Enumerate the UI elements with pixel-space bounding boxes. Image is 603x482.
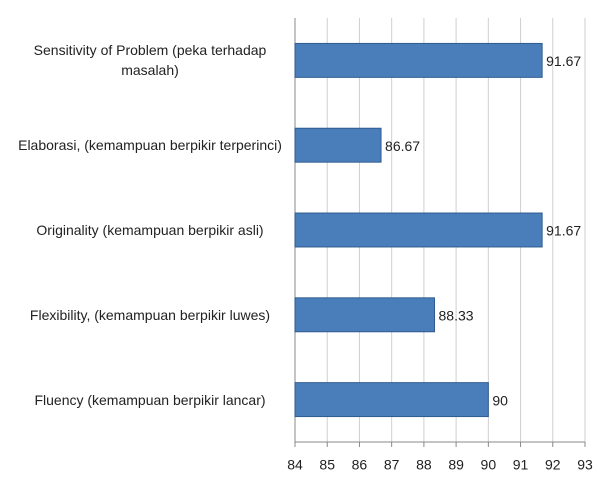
x-tick-label: 89 <box>448 457 464 473</box>
x-tick-label: 93 <box>577 457 593 473</box>
x-tick-label: 91 <box>513 457 529 473</box>
value-label: 91.67 <box>546 223 581 239</box>
y-tick-label: Originality (kemampuan berpikir asli) <box>36 222 264 238</box>
bar <box>294 297 436 333</box>
value-label: 90 <box>492 392 508 408</box>
bar <box>294 127 382 163</box>
bar <box>294 212 543 248</box>
x-tick-label: 90 <box>481 457 497 473</box>
bar <box>294 42 543 78</box>
value-label: 88.33 <box>439 308 474 324</box>
x-tick-label: 85 <box>319 457 335 473</box>
x-tick-label: 87 <box>384 457 400 473</box>
y-tick-label: Flexibility, (kemampuan berpikir luwes) <box>29 306 271 323</box>
bar <box>294 382 489 418</box>
x-tick-label: 92 <box>545 457 561 473</box>
y-tick-label: Elaborasi, (kemampuan berpikir terperinc… <box>18 137 282 154</box>
value-label: 91.67 <box>546 53 581 69</box>
x-tick-label: 86 <box>352 457 368 473</box>
y-tick-label: Fluency (kemampuan berpikir lancar) <box>34 391 266 408</box>
x-tick-label: 88 <box>416 457 432 473</box>
value-label: 86.67 <box>385 138 420 154</box>
y-tick-label: Sensitivity of Problem (peka terhadap ma… <box>33 42 267 79</box>
x-tick-label: 84 <box>287 457 303 473</box>
